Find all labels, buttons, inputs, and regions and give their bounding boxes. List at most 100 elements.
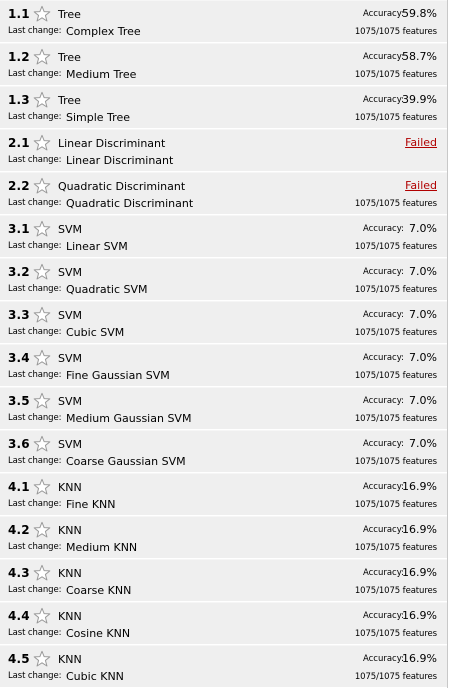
last-change-label: Last change: — [8, 456, 62, 466]
model-list-item[interactable]: 3.3 SVM Last change: Cubic SVM Accuracy:… — [0, 301, 447, 344]
failed-link[interactable]: Failed — [405, 136, 437, 149]
accuracy-value: 16.9% — [402, 480, 437, 493]
model-type: Tree — [58, 51, 81, 64]
features-count: 1075/1075 features — [354, 70, 437, 80]
model-list-item[interactable]: 3.4 SVM Last change: Fine Gaussian SVM A… — [0, 344, 447, 387]
model-list-item[interactable]: 4.3 KNN Last change: Coarse KNN Accuracy… — [0, 559, 447, 602]
model-list-item[interactable]: 2.2 Quadratic Discriminant Last change: … — [0, 172, 447, 215]
star-icon[interactable] — [33, 5, 51, 23]
failed-link[interactable]: Failed — [405, 179, 437, 192]
model-number: 2.1 — [8, 136, 30, 150]
model-number: 2.2 — [8, 179, 30, 193]
model-preset: Medium Gaussian SVM — [66, 412, 192, 425]
model-preset: Medium KNN — [66, 541, 138, 554]
star-icon[interactable] — [33, 349, 51, 367]
accuracy-value: 7.0% — [409, 351, 437, 364]
model-type: SVM — [58, 438, 82, 451]
accuracy-label: Accuracy: — [362, 9, 404, 19]
model-list-item[interactable]: 4.2 KNN Last change: Medium KNN Accuracy… — [0, 516, 447, 559]
star-icon[interactable] — [33, 306, 51, 324]
star-icon[interactable] — [33, 177, 51, 195]
model-list-item[interactable]: 2.1 Linear Discriminant Last change: Lin… — [0, 129, 447, 172]
model-preset: Cosine KNN — [66, 627, 131, 640]
model-type: SVM — [58, 395, 82, 408]
accuracy-value: 7.0% — [409, 437, 437, 450]
model-preset: Fine KNN — [66, 498, 116, 511]
star-icon[interactable] — [33, 48, 51, 66]
star-icon[interactable] — [33, 521, 51, 539]
features-count: 1075/1075 features — [354, 27, 437, 37]
star-icon[interactable] — [33, 392, 51, 410]
accuracy-label: Accuracy: — [362, 353, 404, 363]
model-list-item[interactable]: 1.3 Tree Last change: Simple Tree Accura… — [0, 86, 447, 129]
last-change-label: Last change: — [8, 370, 62, 380]
accuracy-label: Accuracy: — [362, 52, 404, 62]
accuracy-value: 16.9% — [402, 609, 437, 622]
star-icon[interactable] — [33, 607, 51, 625]
last-change-label: Last change: — [8, 628, 62, 638]
model-type: SVM — [58, 309, 82, 322]
model-list-item[interactable]: 1.2 Tree Last change: Medium Tree Accura… — [0, 43, 447, 86]
model-number: 4.4 — [8, 609, 30, 623]
features-count: 1075/1075 features — [354, 113, 437, 123]
star-icon[interactable] — [33, 650, 51, 668]
model-preset: Fine Gaussian SVM — [66, 369, 170, 382]
model-preset: Quadratic SVM — [66, 283, 148, 296]
model-number: 1.1 — [8, 7, 30, 21]
features-count: 1075/1075 features — [354, 672, 437, 682]
star-icon[interactable] — [33, 564, 51, 582]
accuracy-label: Accuracy: — [362, 224, 404, 234]
model-number: 4.2 — [8, 523, 30, 537]
accuracy-label: Accuracy: — [362, 525, 404, 535]
features-count: 1075/1075 features — [354, 500, 437, 510]
star-icon[interactable] — [33, 435, 51, 453]
model-type: SVM — [58, 223, 82, 236]
model-preset: Complex Tree — [66, 25, 141, 38]
model-list-item[interactable]: 3.2 SVM Last change: Quadratic SVM Accur… — [0, 258, 447, 301]
last-change-label: Last change: — [8, 542, 62, 552]
model-list-item[interactable]: 3.5 SVM Last change: Medium Gaussian SVM… — [0, 387, 447, 430]
accuracy-value: 16.9% — [402, 523, 437, 536]
model-preset: Coarse Gaussian SVM — [66, 455, 186, 468]
model-type: KNN — [58, 610, 82, 623]
star-icon[interactable] — [33, 263, 51, 281]
features-count: 1075/1075 features — [354, 328, 437, 338]
star-icon[interactable] — [33, 134, 51, 152]
model-preset: Linear Discriminant — [66, 154, 174, 167]
accuracy-value: 7.0% — [409, 265, 437, 278]
features-count: 1075/1075 features — [354, 457, 437, 467]
model-list-item[interactable]: 4.5 KNN Last change: Cubic KNN Accuracy:… — [0, 645, 447, 688]
model-type: SVM — [58, 266, 82, 279]
model-type: Linear Discriminant — [58, 137, 166, 150]
model-type: Tree — [58, 8, 81, 21]
model-number: 3.2 — [8, 265, 30, 279]
last-change-label: Last change: — [8, 413, 62, 423]
model-list-item[interactable]: 3.6 SVM Last change: Coarse Gaussian SVM… — [0, 430, 447, 473]
accuracy-value: 59.8% — [402, 7, 437, 20]
model-number: 3.5 — [8, 394, 30, 408]
features-count: 1075/1075 features — [354, 543, 437, 553]
model-preset: Medium Tree — [66, 68, 137, 81]
model-type: KNN — [58, 653, 82, 666]
model-type: Quadratic Discriminant — [58, 180, 186, 193]
model-list-item[interactable]: 4.4 KNN Last change: Cosine KNN Accuracy… — [0, 602, 447, 645]
features-count: 1075/1075 features — [354, 285, 437, 295]
last-change-label: Last change: — [8, 671, 62, 681]
model-list-item[interactable]: 3.1 SVM Last change: Linear SVM Accuracy… — [0, 215, 447, 258]
accuracy-value: 16.9% — [402, 652, 437, 665]
model-number: 4.5 — [8, 652, 30, 666]
features-count: 1075/1075 features — [354, 199, 437, 209]
last-change-label: Last change: — [8, 112, 62, 122]
star-icon[interactable] — [33, 91, 51, 109]
model-type: KNN — [58, 524, 82, 537]
accuracy-value: 7.0% — [409, 222, 437, 235]
accuracy-label: Accuracy: — [362, 611, 404, 621]
model-type: Tree — [58, 94, 81, 107]
model-list-item[interactable]: 4.1 KNN Last change: Fine KNN Accuracy: … — [0, 473, 447, 516]
model-number: 1.2 — [8, 50, 30, 64]
star-icon[interactable] — [33, 478, 51, 496]
accuracy-label: Accuracy: — [362, 482, 404, 492]
model-list-item[interactable]: 1.1 Tree Last change: Complex Tree Accur… — [0, 0, 447, 43]
star-icon[interactable] — [33, 220, 51, 238]
accuracy-value: 7.0% — [409, 308, 437, 321]
